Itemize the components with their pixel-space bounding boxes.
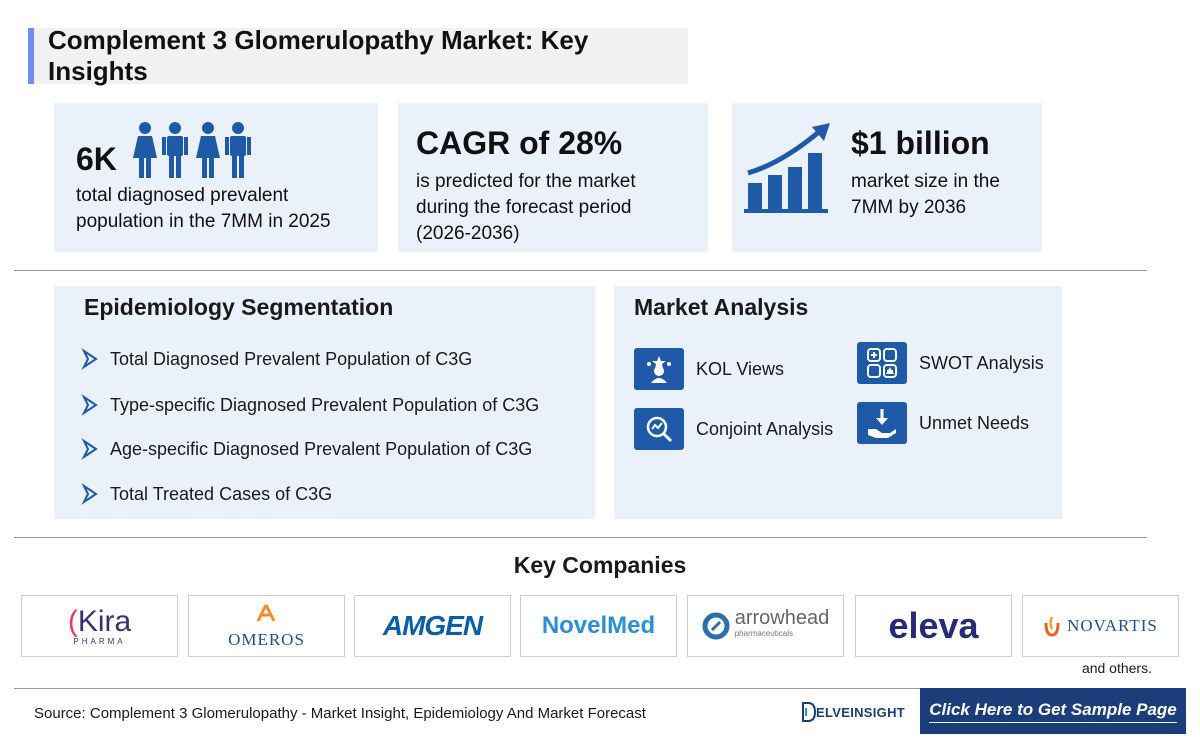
logo-text: NOVARTIS: [1067, 616, 1158, 635]
get-sample-page-button[interactable]: Click Here to Get Sample Page: [920, 688, 1186, 734]
people-icon: [132, 121, 252, 184]
stat-card-market-size: $1 billion market size in the 7MM by 203…: [732, 103, 1042, 252]
logo-text: Kira: [77, 604, 132, 638]
omeros-mark-icon: [257, 603, 276, 622]
logo-subtext: pharmaceuticals: [734, 629, 793, 638]
stat-line: (2026-2036): [416, 223, 520, 244]
swot-icon: [857, 342, 907, 384]
footer-divider: [14, 688, 920, 689]
conjoint-icon: [634, 408, 684, 450]
source-text: Source: Complement 3 Glomerulopathy - Ma…: [34, 705, 646, 722]
company-logo-kira: (Kira PHARMA: [21, 595, 178, 657]
market-analysis-item: Conjoint Analysis: [634, 408, 833, 450]
market-analysis-item: Unmet Needs: [857, 402, 1029, 444]
epidemiology-item: Age-specific Diagnosed Prevalent Populat…: [80, 438, 532, 460]
chevron-right-icon: [81, 394, 98, 416]
company-logo-novelmed: NovelMed: [520, 595, 677, 657]
stat-value: 6K: [76, 141, 117, 177]
logo-text: OMEROS: [228, 629, 305, 649]
key-companies-title: Key Companies: [513, 552, 687, 578]
chevron-right-icon: [81, 483, 98, 505]
stat-line: total diagnosed prevalent: [76, 185, 289, 206]
logo-text: arrowhead: [734, 607, 830, 629]
logo-text: AMGEN: [382, 610, 483, 641]
market-analysis-item-label: Unmet Needs: [919, 412, 1030, 433]
epidemiology-item: Type-specific Diagnosed Prevalent Popula…: [80, 394, 539, 416]
market-analysis-item-label: Conjoint Analysis: [696, 418, 834, 439]
company-logo-arrowhead: arrowhead pharmaceuticals: [687, 595, 844, 657]
epidemiology-item-label: Type-specific Diagnosed Prevalent Popula…: [110, 394, 540, 415]
and-others-text: and others.: [1081, 660, 1152, 676]
delveinsight-logo-text: ELVEINSIGHT: [816, 704, 906, 720]
epidemiology-item: Total Treated Cases of C3G: [80, 483, 332, 505]
stat-line: during the forecast period: [416, 197, 632, 218]
stat-line: 7MM by 2036: [851, 197, 967, 218]
logo-text: eleva: [888, 605, 979, 646]
company-logo-eleva: eleva: [855, 595, 1012, 657]
epidemiology-item-label: Age-specific Diagnosed Prevalent Populat…: [110, 438, 533, 459]
get-sample-page-label: Click Here to Get Sample Page: [929, 700, 1177, 723]
company-logo-omeros: OMEROS: [188, 595, 345, 657]
delveinsight-logo: ELVEINSIGHT: [802, 702, 905, 722]
stat-card-prevalence: 6K total diagnosed prevalent population …: [54, 103, 378, 252]
epidemiology-item: Total Diagnosed Prevalent Population of …: [80, 348, 472, 370]
company-logo-amgen: AMGEN: [354, 595, 511, 657]
logo-text: NovelMed: [541, 612, 656, 639]
stat-card-cagr: CAGR of 28% is predicted for the market …: [398, 103, 708, 252]
market-analysis-item-label: KOL Views: [696, 358, 785, 379]
chevron-right-icon: [81, 438, 98, 460]
epidemiology-item-label: Total Treated Cases of C3G: [110, 483, 333, 504]
novartis-flame-icon: [1044, 616, 1060, 637]
market-analysis-item-label: SWOT Analysis: [919, 352, 1044, 373]
growth-chart-icon: [742, 121, 834, 220]
stat-line: population in the 7MM in 2025: [76, 211, 331, 232]
market-analysis-title: Market Analysis: [634, 294, 809, 320]
delveinsight-mark-icon: [802, 702, 816, 722]
divider: [14, 537, 1147, 538]
chevron-right-icon: [81, 348, 98, 370]
epidemiology-item-label: Total Diagnosed Prevalent Population of …: [110, 348, 473, 369]
stat-line: is predicted for the market: [416, 171, 636, 192]
divider: [14, 270, 1147, 271]
unmet-needs-icon: [857, 402, 907, 444]
logo-subtext: PHARMA: [73, 636, 126, 646]
page-title-box: Complement 3 Glomerulopathy Market: Key …: [28, 25, 688, 86]
stat-line: market size in the: [851, 171, 1000, 192]
arrowhead-mark-icon: [702, 612, 730, 640]
epidemiology-panel: Epidemiology Segmentation Total Diagnose…: [54, 286, 595, 519]
epidemiology-title: Epidemiology Segmentation: [84, 294, 394, 320]
market-analysis-item: KOL Views: [634, 348, 784, 390]
stat-value: CAGR of 28%: [416, 125, 623, 161]
market-analysis-panel: Market Analysis KOL Views SWOT Analysis …: [614, 286, 1062, 519]
stat-value: $1 billion: [851, 125, 990, 161]
company-logo-novartis: NOVARTIS: [1022, 595, 1179, 657]
market-analysis-item: SWOT Analysis: [857, 342, 1044, 384]
page-title: Complement 3 Glomerulopathy Market: Key …: [48, 25, 589, 86]
kol-icon: [634, 348, 684, 390]
